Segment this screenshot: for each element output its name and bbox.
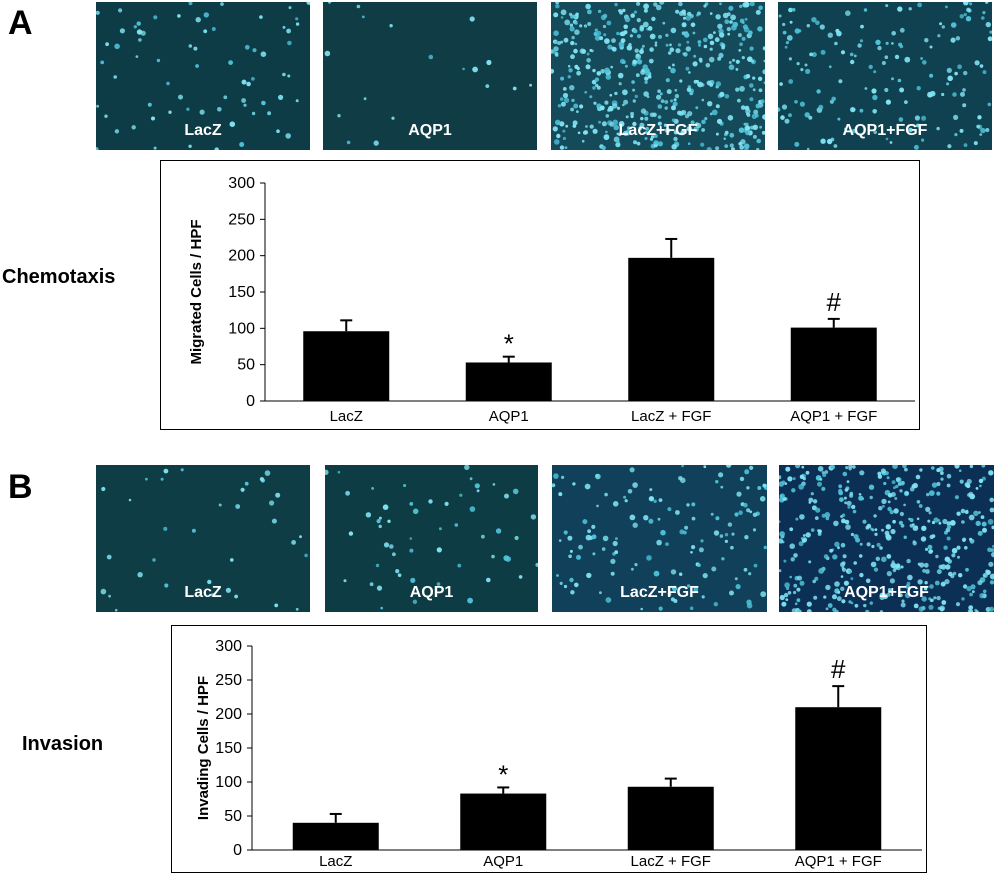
bar bbox=[790, 327, 877, 401]
micrograph-image bbox=[96, 465, 310, 612]
bar bbox=[627, 786, 714, 850]
section-label-invasion: Invasion bbox=[22, 733, 104, 755]
y-tick-label: 0 bbox=[246, 393, 255, 410]
chart-svg-invasion: 0 50 100 150 200 250 300 Invading Cells / HPF La… bbox=[195, 638, 922, 870]
y-tick-label: 250 bbox=[215, 672, 242, 689]
significance-marker: * bbox=[504, 329, 514, 359]
micrograph-image bbox=[551, 2, 765, 150]
chart-chemotaxis: 0 50 100 150 200 250 300 Migrated Cells / HPF La… bbox=[160, 160, 920, 430]
micrograph-a-aqp1: AQP1 bbox=[323, 2, 537, 150]
y-tick-label: 300 bbox=[228, 175, 255, 192]
category-label: AQP1 bbox=[489, 408, 529, 425]
micrograph-image bbox=[323, 2, 537, 150]
category-label: LacZ bbox=[319, 853, 352, 870]
y-tick-label: 250 bbox=[228, 211, 255, 228]
micrograph-a-lacz-fgf: LacZ+FGF bbox=[551, 2, 765, 150]
micrograph-label: LacZ+FGF bbox=[618, 122, 698, 139]
bar bbox=[303, 331, 390, 401]
micrograph-label: LacZ bbox=[184, 584, 222, 601]
micrograph-b-aqp1-fgf: AQP1+FGF bbox=[779, 465, 994, 612]
y-tick-label: 200 bbox=[215, 706, 242, 723]
micrograph-a-aqp1-fgf: AQP1+FGF bbox=[778, 2, 992, 150]
panel-letter-b: B bbox=[8, 468, 33, 506]
significance-marker: # bbox=[831, 654, 846, 684]
chart-svg-chemotaxis: 0 50 100 150 200 250 300 Migrated Cells / HPF La… bbox=[188, 175, 915, 425]
micrograph-image bbox=[779, 465, 994, 612]
bar bbox=[628, 257, 715, 401]
micrograph-label: AQP1+FGF bbox=[844, 584, 929, 601]
category-label: LacZ + FGF bbox=[631, 853, 711, 870]
micrograph-image bbox=[552, 465, 767, 612]
y-axis-title: Invading Cells / HPF bbox=[195, 676, 212, 820]
micrograph-b-lacz-fgf: LacZ+FGF bbox=[552, 465, 767, 612]
micrograph-label: AQP1 bbox=[408, 122, 452, 139]
y-tick-label: 100 bbox=[215, 774, 242, 791]
y-tick-label: 200 bbox=[228, 248, 255, 265]
category-label: LacZ + FGF bbox=[631, 408, 711, 425]
y-tick-label: 50 bbox=[237, 357, 255, 374]
y-tick-label: 50 bbox=[224, 808, 242, 825]
category-label: AQP1 + FGF bbox=[795, 853, 882, 870]
section-label-chemotaxis: Chemotaxis bbox=[2, 266, 116, 288]
y-tick-label: 150 bbox=[215, 740, 242, 757]
y-tick-label: 300 bbox=[215, 638, 242, 655]
micrograph-label: LacZ bbox=[184, 122, 222, 139]
micrograph-label: AQP1 bbox=[409, 584, 454, 601]
micrograph-b-aqp1: AQP1 bbox=[325, 465, 538, 612]
significance-marker: * bbox=[498, 759, 508, 789]
bar bbox=[465, 362, 552, 401]
y-tick-label: 100 bbox=[228, 320, 255, 337]
y-tick-label: 0 bbox=[233, 842, 242, 859]
category-label: AQP1 bbox=[483, 853, 523, 870]
micrograph-label: AQP1+FGF bbox=[842, 122, 928, 139]
micrograph-image bbox=[778, 2, 992, 150]
bar bbox=[460, 793, 547, 850]
y-axis-title: Migrated Cells / HPF bbox=[188, 219, 205, 364]
panel-letter-a: A bbox=[8, 4, 33, 42]
bar bbox=[795, 707, 882, 850]
micrograph-image bbox=[96, 2, 310, 150]
y-tick-label: 150 bbox=[228, 284, 255, 301]
category-label: LacZ bbox=[330, 408, 363, 425]
bar bbox=[292, 822, 379, 850]
chart-invasion: 0 50 100 150 200 250 300 Invading Cells / HPF La… bbox=[171, 625, 927, 873]
micrograph-a-lacz: LacZ bbox=[96, 2, 310, 150]
micrograph-b-lacz: LacZ bbox=[96, 465, 310, 612]
category-label: AQP1 + FGF bbox=[790, 408, 877, 425]
micrograph-image bbox=[325, 465, 538, 612]
micrograph-label: LacZ+FGF bbox=[620, 584, 699, 601]
significance-marker: # bbox=[827, 287, 842, 317]
